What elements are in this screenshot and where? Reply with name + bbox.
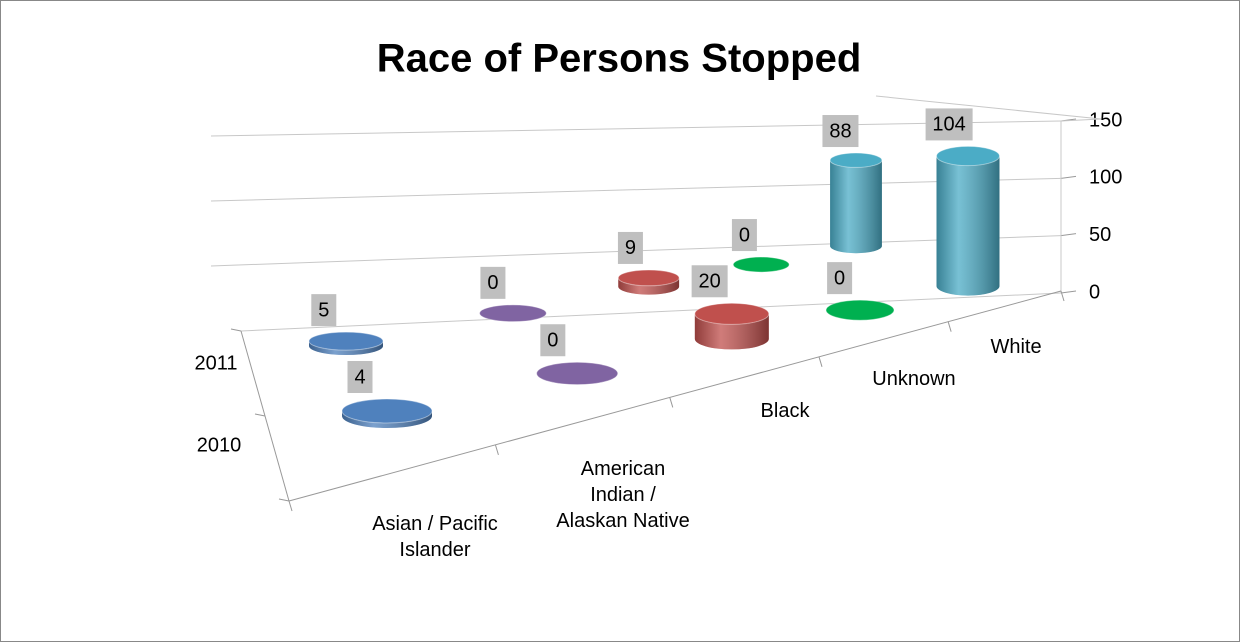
cylinder-top [536,361,619,386]
cylinder [829,152,883,254]
data-label-box [925,108,973,141]
series-label: 2010 [197,434,242,456]
cylinder [617,269,680,295]
x-tick-label: Unknown [872,368,956,390]
y-tick [1060,175,1077,179]
data-label-box [691,265,728,298]
cylinder-top [732,256,790,273]
data-label: 5 [318,299,329,321]
data-label: 104 [932,114,965,136]
x-tick [494,444,499,455]
data-label: 0 [547,330,558,352]
side-wall-edge [1060,118,1102,122]
cylinder-top [829,152,883,168]
x-tick-label: Asian / Pacific Islander [372,513,498,561]
y-tick [1060,233,1077,237]
x-tick [288,500,293,512]
cylinder [308,331,384,355]
cylinder-top [308,331,384,351]
data-label-box [347,361,373,394]
data-label-box [822,115,859,148]
cylinder [694,302,770,350]
y-tick-label: 100 [1089,167,1122,189]
grid-line [240,292,1062,332]
x-tick-label: American Indian / Alaskan Native [556,458,690,532]
cylinder-top [341,398,433,424]
depth-tick [278,498,290,502]
cylinder-top [617,269,680,287]
data-label: 88 [829,120,851,142]
grid-line [210,177,1062,202]
side-wall-top [875,95,1102,120]
cylinder [479,304,547,323]
y-tick-label: 150 [1089,109,1122,131]
cylinder-shade [618,277,680,295]
cylinder-top [825,299,895,321]
y-tick-label: 50 [1089,224,1111,246]
cylinder [536,361,619,386]
cylinder [341,398,433,428]
cylinder [825,299,895,321]
data-label-box [480,266,506,299]
data-label-box [617,231,643,264]
series-label: 2011 [194,352,237,374]
data-label: 0 [487,272,498,294]
cylinder-top [694,302,770,325]
y-tick [1060,290,1077,294]
data-label: 20 [699,271,721,293]
cylinder-shade [694,313,769,350]
data-label: 0 [739,224,750,246]
data-label-box [311,294,337,327]
data-label: 4 [354,366,365,388]
depth-tick [254,413,266,417]
x-tick [1060,290,1065,302]
x-tick [818,356,823,367]
cylinder-shade [936,156,1000,296]
data-label-box [731,219,757,252]
data-label-box [540,324,566,357]
cylinder-top [936,145,1000,167]
cylinder-shade [309,341,383,355]
x-tick-label: Black [760,400,810,422]
chart-title: Race of Persons Stopped [377,37,862,81]
data-label: 9 [625,237,636,259]
cylinder-shade [830,160,882,254]
depth-tick [230,328,242,332]
y-tick-label: 0 [1089,281,1100,303]
data-label-box [827,262,853,295]
cylinder-shade [342,411,432,428]
cylinder-top [479,304,547,323]
x-tick [669,397,674,408]
x-tick-label: White [990,336,1042,358]
floor-front [288,290,1062,502]
cylinder [936,145,1000,296]
data-label: 0 [834,267,845,289]
grid-line [210,120,1062,137]
x-tick [947,321,952,332]
cylinder [732,256,790,273]
